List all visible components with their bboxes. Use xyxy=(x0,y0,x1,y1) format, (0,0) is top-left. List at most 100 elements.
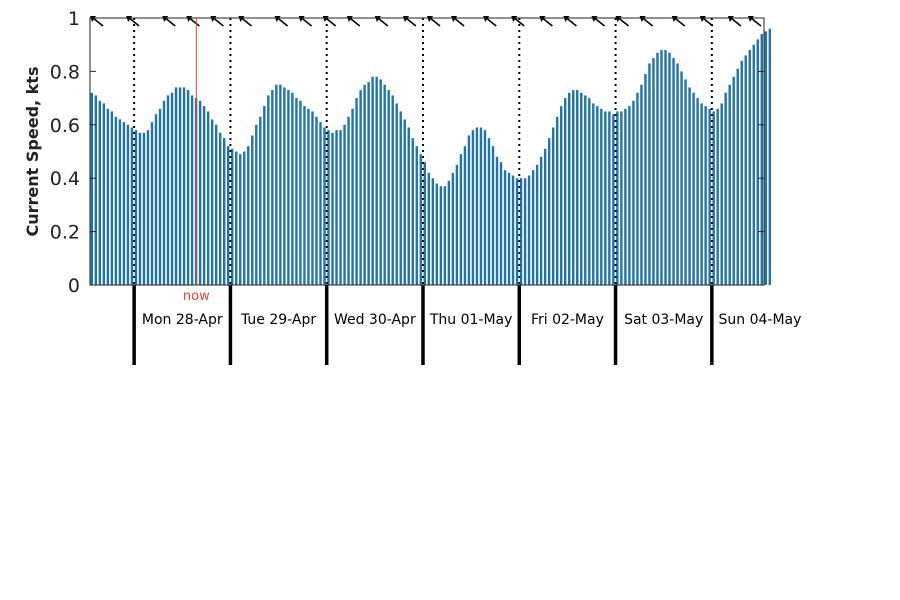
speed-bar xyxy=(255,124,258,285)
speed-bar xyxy=(664,50,667,285)
speed-bars xyxy=(90,28,772,286)
arrow-shaft xyxy=(750,17,762,27)
speed-bar xyxy=(327,130,330,285)
speed-bar xyxy=(559,106,563,285)
speed-bar xyxy=(479,127,483,285)
speed-bar xyxy=(335,130,338,285)
speed-bar xyxy=(359,90,362,285)
speed-bar xyxy=(572,90,575,285)
speed-bar xyxy=(399,111,402,285)
speed-bar xyxy=(616,111,619,285)
arrow-shaft xyxy=(453,17,465,27)
day-label: Tue 29-Apr xyxy=(240,312,316,328)
arrow-shaft xyxy=(377,17,389,27)
arrow-shaft xyxy=(565,17,577,27)
speed-bar xyxy=(555,116,559,285)
speed-bar xyxy=(632,100,635,286)
arrow-shaft xyxy=(642,17,654,27)
day-label: Sat 03-May xyxy=(624,312,703,328)
speed-bar xyxy=(680,71,683,286)
speed-bar xyxy=(239,154,242,285)
y-tick-label: 0.6 xyxy=(50,115,80,137)
speed-bar xyxy=(700,103,703,285)
speed-bar xyxy=(499,162,503,285)
speed-bar xyxy=(351,108,354,285)
speed-bar xyxy=(375,76,378,286)
y-tick-label: 0 xyxy=(68,275,80,297)
speed-bar xyxy=(142,132,146,285)
speed-bar xyxy=(182,87,186,285)
y-tick-label: 0.4 xyxy=(50,168,80,190)
speed-bar xyxy=(487,138,491,285)
speed-bar xyxy=(728,84,731,285)
speed-bar xyxy=(158,108,162,285)
speed-bar xyxy=(483,130,487,285)
speed-bar xyxy=(355,98,358,285)
speed-bar xyxy=(568,92,571,285)
speed-bar xyxy=(768,28,772,286)
speed-bar xyxy=(263,106,266,285)
speed-bar xyxy=(114,116,118,285)
arrow-shaft xyxy=(429,17,441,27)
axes xyxy=(89,17,765,286)
y-tick-label: 0.2 xyxy=(50,222,80,244)
speed-bar xyxy=(118,119,122,286)
speed-bar xyxy=(247,146,250,285)
speed-bar xyxy=(756,39,759,285)
speed-bar xyxy=(712,111,715,285)
speed-bar xyxy=(720,103,723,285)
speed-bar xyxy=(584,95,587,286)
speed-bar xyxy=(676,63,679,285)
speed-bar xyxy=(287,90,290,285)
speed-bar xyxy=(576,90,579,285)
speed-bar xyxy=(580,92,583,285)
speed-bar xyxy=(427,172,431,285)
speed-bar xyxy=(463,146,467,285)
speed-bar xyxy=(551,127,555,285)
speed-bar xyxy=(507,172,511,285)
speed-bar xyxy=(451,172,455,285)
arrow-shaft xyxy=(702,17,714,27)
y-ticks: 0 0.2 0.4 0.6 0.8 1 xyxy=(50,8,764,297)
day-label: Fri 02-May xyxy=(531,312,604,328)
speed-bar xyxy=(243,151,246,285)
speed-bar xyxy=(186,90,190,285)
speed-bar xyxy=(251,135,254,285)
arrow-shaft xyxy=(730,17,742,27)
speed-bar xyxy=(178,87,182,285)
plot-frame xyxy=(89,17,765,286)
y-axis-label: Current Speed, kts xyxy=(23,67,42,237)
speed-bar xyxy=(708,108,711,285)
speed-bar xyxy=(206,111,210,285)
speed-bar xyxy=(367,82,370,285)
speed-bar xyxy=(523,178,527,285)
speed-bar xyxy=(202,106,206,285)
speed-bar xyxy=(644,74,647,285)
speed-bar xyxy=(495,156,499,285)
arrow-shaft xyxy=(240,17,252,27)
speed-bar xyxy=(146,130,150,285)
speed-bar xyxy=(275,84,278,285)
speed-bar xyxy=(447,180,451,285)
y-tick-label: 0.8 xyxy=(50,61,80,83)
speed-bar xyxy=(760,34,763,285)
speed-bar xyxy=(543,148,547,285)
speed-bar xyxy=(134,130,138,285)
speed-bar xyxy=(704,106,707,285)
speed-bar xyxy=(620,111,623,285)
arrow-shaft xyxy=(128,17,140,27)
speed-bar xyxy=(383,84,386,285)
speed-bar xyxy=(130,127,134,285)
speed-bar xyxy=(174,87,178,285)
speed-bar xyxy=(303,106,306,285)
y-tick-label: 1 xyxy=(68,8,80,30)
speed-bar xyxy=(411,138,414,285)
speed-bar xyxy=(588,98,591,285)
speed-bar xyxy=(648,63,651,285)
arrow-shaft xyxy=(188,17,200,27)
speed-bar xyxy=(235,151,238,285)
speed-bar xyxy=(387,90,390,285)
day-dividers xyxy=(132,18,714,365)
speed-bar xyxy=(110,111,114,285)
